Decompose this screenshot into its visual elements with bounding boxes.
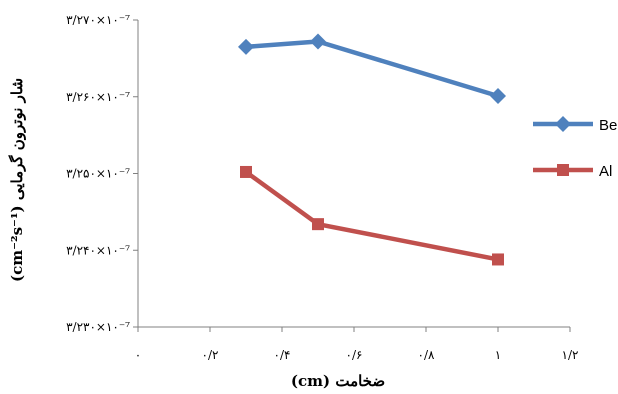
x-tick-label: ۰/۴ (274, 348, 291, 362)
x-tick-label: ۰/۶ (346, 348, 363, 362)
legend-item-al: Al (533, 163, 612, 180)
series-al-line (244, 170, 499, 262)
y-tick-label: ۳/۲۶۰×۱۰⁻⁷ (66, 90, 130, 104)
legend-al-label: Al (599, 163, 612, 180)
series-be-point (238, 38, 254, 55)
y-tick-label: ۳/۲۴۰×۱۰⁻⁷ (66, 243, 130, 257)
y-tick-label: ۳/۲۷۰×۱۰⁻⁷ (66, 13, 130, 27)
y-axis-title: شار نوترون گرمایی (cm⁻²s⁻¹) (8, 78, 26, 282)
series-al-point (312, 218, 324, 231)
legend-al-marker (557, 164, 569, 176)
y-tick-group: ۳/۲۳۰×۱۰⁻⁷ ۳/۲۴۰×۱۰⁻⁷ ۳/۲۵۰×۱۰⁻⁷ ۳/۲۶۰×۱۰⁻⁷… (66, 13, 138, 334)
series-be-line (245, 39, 499, 99)
series-be (238, 33, 506, 104)
series-be-point (490, 87, 506, 104)
x-tick-label: ۱/۲ (562, 348, 579, 362)
series-be-point (310, 33, 326, 50)
x-tick-label: ۰/۲ (202, 348, 219, 362)
x-tick-label: ۰ (135, 348, 141, 362)
x-tick-group: ۰ ۰/۲ ۰/۴ ۰/۶ ۰/۸ ۱ ۱/۲ (135, 327, 579, 362)
legend-item-be: Be (533, 116, 617, 134)
legend: Be Al (533, 116, 617, 180)
series-al-point (492, 253, 504, 266)
x-tick-label: ۰/۸ (418, 348, 435, 362)
series-group (238, 33, 506, 266)
legend-be-marker (555, 116, 571, 132)
series-al-point (240, 165, 252, 178)
x-axis-title: ضخامت (cm) (291, 372, 385, 390)
y-tick-label: ۳/۲۳۰×۱۰⁻⁷ (66, 320, 130, 334)
y-tick-label: ۳/۲۵۰×۱۰⁻⁷ (66, 167, 130, 181)
plot-area: ۳/۲۳۰×۱۰⁻⁷ ۳/۲۴۰×۱۰⁻⁷ ۳/۲۵۰×۱۰⁻⁷ ۳/۲۶۰×۱۰⁻⁷… (66, 13, 578, 362)
legend-be-label: Be (599, 117, 617, 134)
series-al (240, 165, 504, 266)
x-tick-label: ۱ (495, 348, 501, 362)
